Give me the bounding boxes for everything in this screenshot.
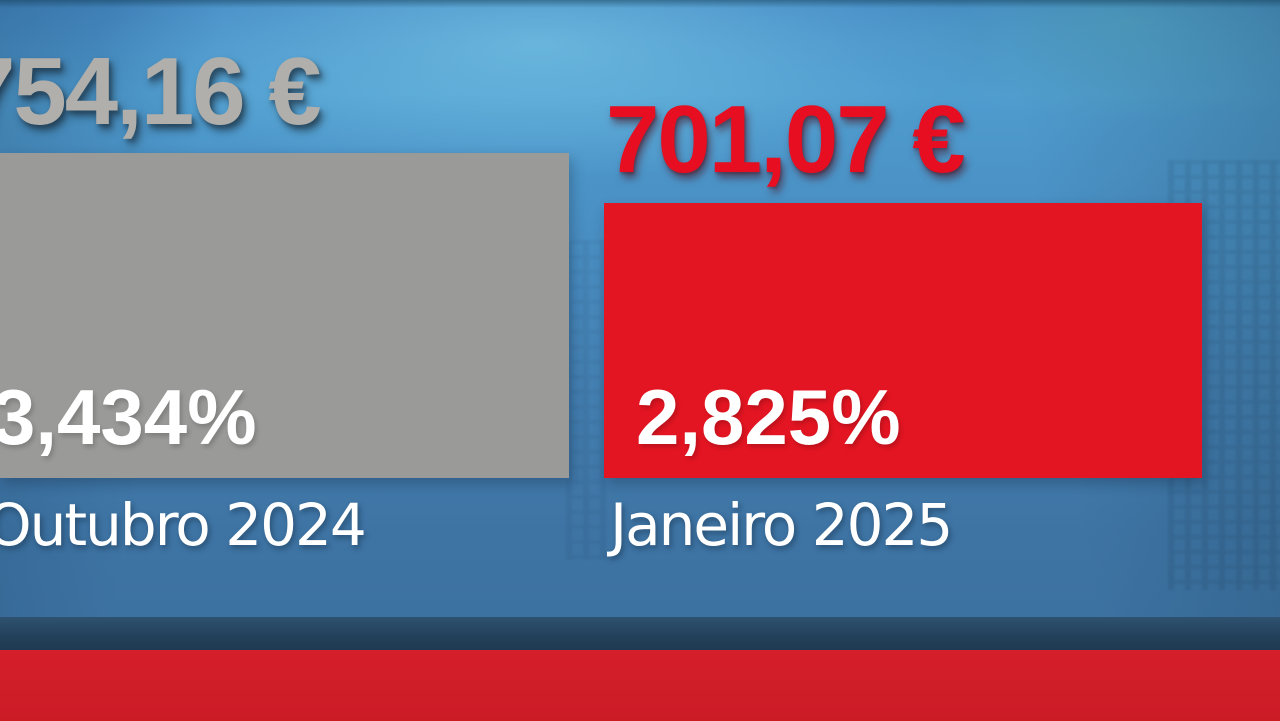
percent-label-janeiro: 2,825% xyxy=(636,373,901,461)
background-building-texture-mid xyxy=(566,240,606,560)
category-label-janeiro: Janeiro 2025 xyxy=(610,491,953,559)
bar-janeiro-2025 xyxy=(604,203,1202,478)
bar-outubro-2024 xyxy=(0,153,569,478)
navy-divider-strip xyxy=(0,617,1280,650)
percent-label-outubro: 3,434% xyxy=(0,373,257,461)
top-shade-edge xyxy=(0,0,1280,8)
value-label-outubro: 754,16 € xyxy=(0,38,322,145)
category-label-outubro: Outubro 2024 xyxy=(0,491,367,559)
footer-red-band: CORREIO da manhã xyxy=(0,650,1280,721)
value-label-janeiro: 701,07 € xyxy=(606,86,966,193)
